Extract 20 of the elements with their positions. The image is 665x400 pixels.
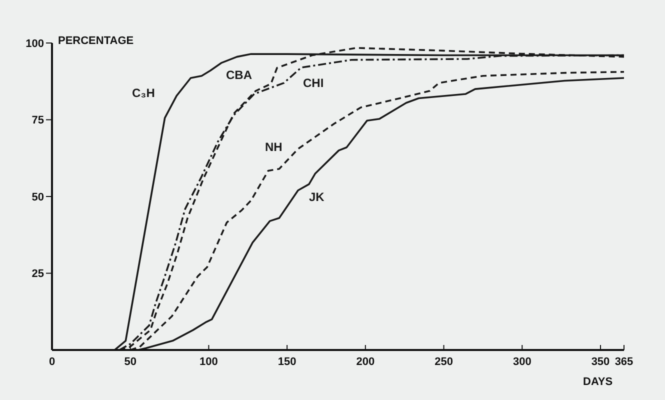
x-axis-title: DAYS xyxy=(583,376,613,388)
series-label: JK xyxy=(309,190,324,204)
series-label: C₃H xyxy=(132,86,155,100)
x-tick-label: 365 xyxy=(614,356,634,368)
x-tick-label: 200 xyxy=(356,356,375,368)
x-tick-label: 150 xyxy=(278,356,296,368)
x-tick-label: 50 xyxy=(124,356,136,368)
x-tick-label: 350 xyxy=(591,356,610,368)
y-tick-label: 100 xyxy=(26,38,44,50)
x-tick-label: 300 xyxy=(512,356,532,368)
y-axis-title: PERCENTAGE xyxy=(58,35,134,47)
y-tick-label: 75 xyxy=(32,114,44,127)
y-tick-label: 50 xyxy=(32,191,44,204)
series-label: CHI xyxy=(303,76,324,90)
x-tick-label: 100 xyxy=(200,356,218,368)
x-tick-label: 250 xyxy=(434,356,453,368)
y-tick-label: 25 xyxy=(32,268,44,280)
series-label: CBA xyxy=(226,68,252,82)
x-tick-label: 0 xyxy=(48,356,56,368)
series-label: NH xyxy=(265,140,282,154)
